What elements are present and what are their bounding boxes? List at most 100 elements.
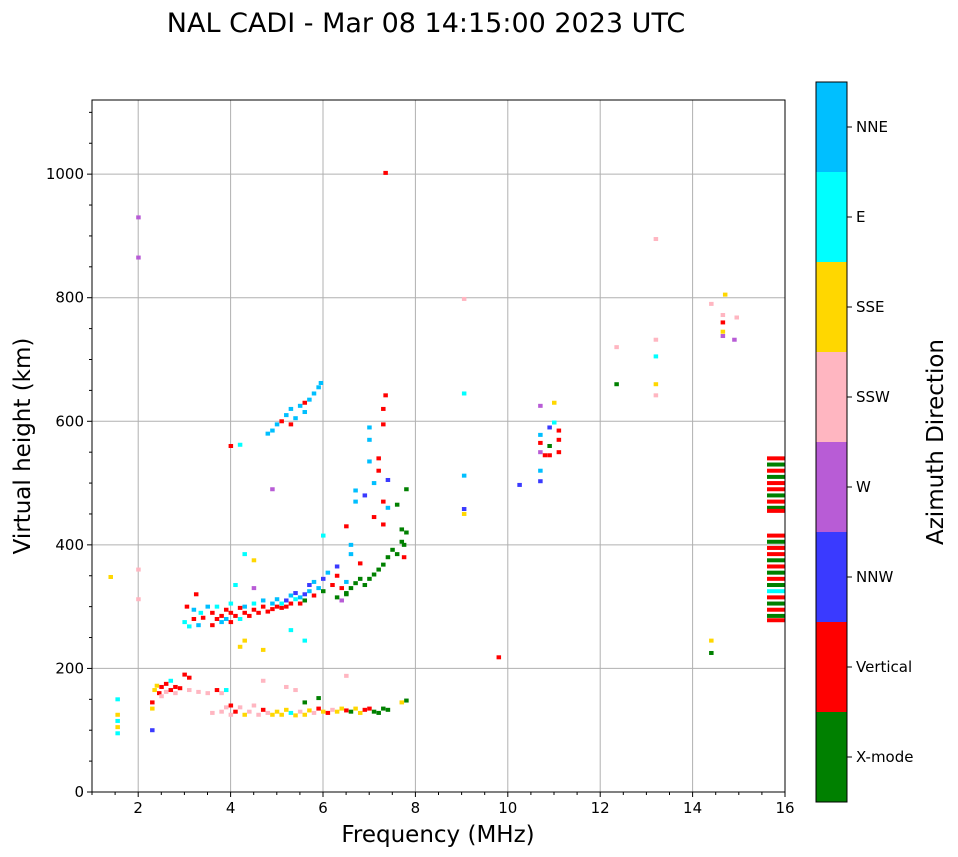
data-point — [284, 707, 289, 712]
data-point — [348, 542, 354, 547]
data-point — [401, 555, 407, 560]
data-point — [223, 617, 229, 621]
data-point — [136, 567, 141, 572]
data-point — [720, 329, 726, 334]
data-point — [767, 533, 785, 538]
data-point — [767, 601, 785, 606]
data-point — [330, 583, 335, 588]
data-point — [184, 604, 190, 609]
data-point — [150, 700, 155, 705]
data-point — [348, 552, 354, 557]
data-point — [316, 696, 321, 701]
data-point — [538, 403, 543, 408]
data-point — [614, 382, 619, 387]
data-point — [404, 530, 409, 535]
data-point — [214, 688, 220, 693]
data-point — [311, 710, 317, 715]
data-point — [136, 255, 141, 260]
data-point — [461, 507, 467, 512]
data-point — [307, 708, 312, 713]
data-point — [556, 437, 562, 442]
data-point — [348, 709, 354, 714]
data-point — [279, 419, 284, 424]
x-axis-ticks: 2 4 6 8 10 12 14 16 — [91, 792, 795, 817]
data-point — [251, 703, 257, 708]
data-point — [653, 382, 659, 387]
data-point — [251, 586, 257, 591]
data-point — [168, 678, 174, 683]
x-tick-label: 14 — [683, 799, 702, 817]
data-point — [330, 707, 335, 712]
data-point — [233, 613, 238, 618]
data-point — [284, 684, 289, 689]
data-point — [270, 428, 275, 433]
data-point — [251, 607, 257, 612]
data-point — [767, 618, 785, 623]
data-point — [136, 597, 141, 602]
colorbar-segment — [816, 442, 847, 532]
data-point — [767, 481, 785, 486]
colorbar-tick-label: Vertical — [856, 658, 912, 676]
data-point — [614, 345, 619, 350]
data-point — [205, 604, 210, 609]
data-point — [362, 493, 368, 498]
data-point — [344, 708, 349, 713]
data-point — [187, 675, 192, 680]
data-point — [321, 589, 326, 594]
data-point — [187, 624, 192, 629]
data-point — [274, 422, 280, 427]
data-point — [223, 705, 229, 710]
data-point — [228, 712, 234, 717]
data-point — [311, 579, 317, 584]
data-point — [191, 617, 197, 621]
data-point — [115, 697, 120, 702]
data-point — [357, 576, 363, 581]
data-point — [237, 644, 243, 649]
data-point — [767, 613, 785, 618]
data-point — [767, 474, 785, 479]
data-point — [173, 684, 178, 689]
data-point — [302, 592, 308, 597]
data-point — [344, 524, 349, 529]
data-point — [371, 481, 377, 486]
colorbar-tick-label: X-mode — [856, 748, 913, 766]
data-point — [344, 579, 349, 584]
data-point — [385, 555, 391, 560]
data-point — [274, 597, 280, 602]
data-point — [260, 604, 266, 609]
data-point — [150, 728, 155, 733]
data-point — [385, 505, 391, 510]
data-point — [709, 301, 714, 306]
data-point — [767, 468, 785, 473]
colorbar-tick-label: NNW — [856, 568, 893, 586]
data-point — [357, 710, 363, 715]
data-point — [767, 505, 785, 510]
data-point — [219, 691, 224, 696]
y-tick-label: 400 — [55, 536, 84, 554]
data-point — [376, 456, 381, 461]
data-point — [383, 393, 388, 398]
data-point — [214, 604, 220, 609]
colorbar-tick-label: NNE — [856, 118, 888, 136]
colorbar-tick-label: SSE — [856, 298, 885, 316]
data-point — [242, 552, 247, 557]
data-point — [302, 400, 308, 405]
data-point — [228, 620, 234, 625]
data-point — [156, 691, 162, 696]
data-point — [279, 605, 284, 610]
data-point — [274, 709, 280, 714]
data-point — [223, 688, 229, 693]
data-point — [265, 710, 271, 715]
data-point — [496, 655, 502, 660]
data-point — [270, 712, 275, 717]
data-point — [260, 598, 266, 603]
data-point — [274, 604, 280, 609]
data-point — [542, 453, 548, 458]
y-tick-label: 600 — [55, 412, 84, 430]
data-point — [260, 647, 266, 652]
colorbar-tick-label: E — [856, 208, 865, 226]
x-tick-label: 12 — [591, 799, 610, 817]
data-point — [383, 170, 388, 175]
data-point — [399, 527, 405, 532]
data-point — [381, 706, 386, 711]
